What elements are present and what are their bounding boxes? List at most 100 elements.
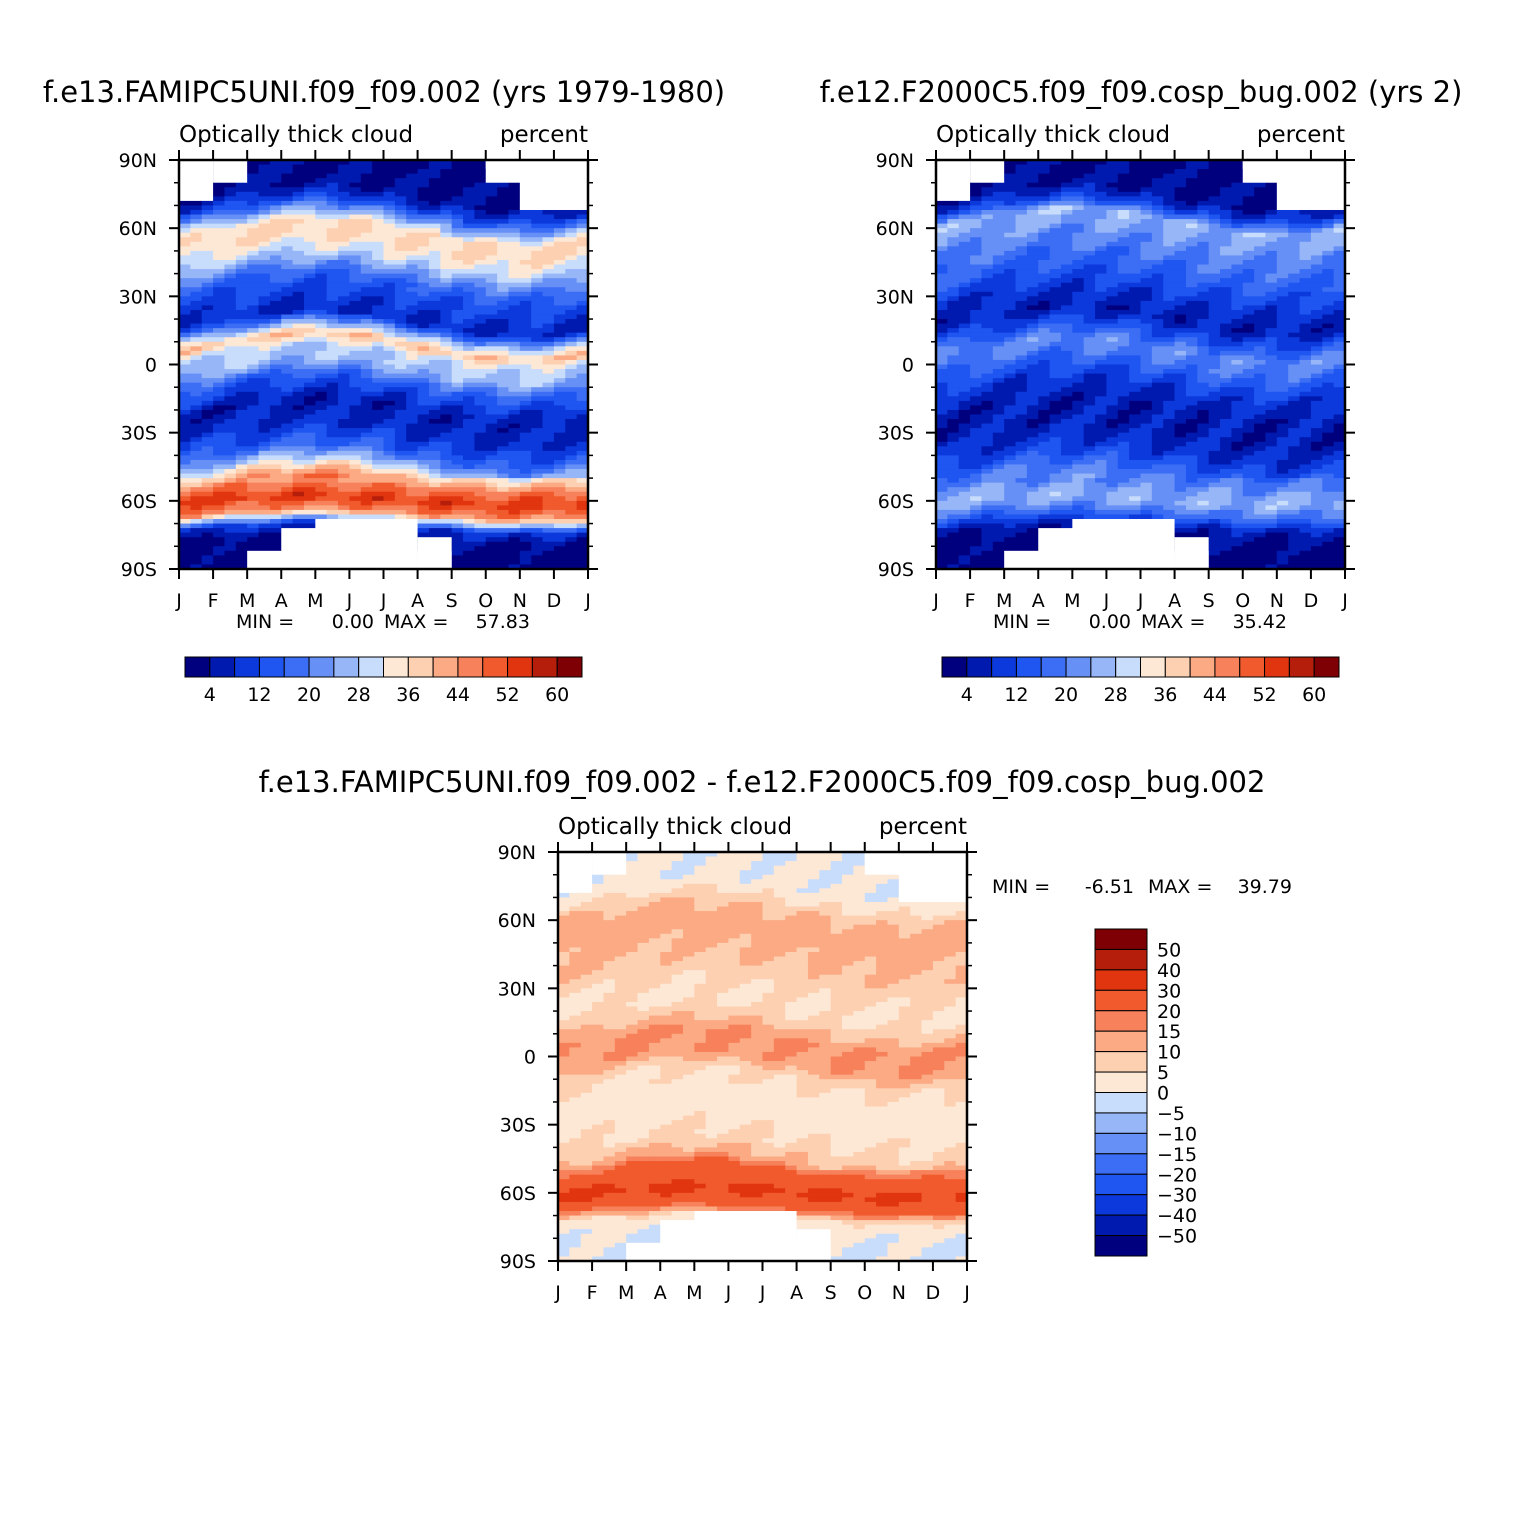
contour-cell <box>1276 296 1289 302</box>
contour-cell <box>451 164 464 170</box>
contour-cell <box>970 228 983 234</box>
contour-cell <box>292 209 305 216</box>
contour-cell <box>417 532 430 538</box>
contour-cell <box>565 232 578 238</box>
contour-cell <box>372 414 385 420</box>
contour-cell <box>315 250 328 257</box>
contour-cell <box>519 455 532 461</box>
contour-cell <box>1288 296 1301 302</box>
contour-cell <box>1265 255 1278 261</box>
contour-cell <box>179 209 191 216</box>
contour-cell <box>292 364 305 370</box>
contour-cell <box>281 446 294 452</box>
contour-cell <box>542 419 555 425</box>
contour-cell <box>565 332 578 338</box>
contour-cell <box>497 464 510 470</box>
contour-cell <box>565 432 578 438</box>
contour-cell <box>213 396 226 402</box>
contour-cell <box>258 441 271 447</box>
contour-cell <box>1106 282 1119 288</box>
contour-cell <box>292 219 305 225</box>
y-tick-label: 0 <box>145 355 157 377</box>
contour-cell <box>485 278 498 284</box>
contour-cell <box>1310 255 1323 261</box>
contour-cell <box>1106 160 1119 166</box>
contour-cell <box>1060 309 1073 316</box>
contour-cell <box>485 246 498 252</box>
contour-cell <box>190 387 203 393</box>
contour-cell <box>303 282 316 288</box>
contour-cell <box>947 341 960 347</box>
contour-cell <box>485 559 498 566</box>
contour-cell <box>576 273 588 279</box>
contour-cell <box>576 355 588 361</box>
contour-cell <box>1254 359 1267 366</box>
contour-cell <box>981 228 994 234</box>
contour-cell <box>417 269 430 275</box>
contour-cell <box>565 387 578 393</box>
contour-cell <box>463 209 475 216</box>
contour-cell <box>451 491 464 497</box>
contour-cell <box>1299 273 1312 279</box>
colorbar-label: 20 <box>297 684 321 706</box>
contour-cell <box>1322 273 1335 279</box>
contour-cell <box>1231 214 1244 220</box>
contour-cell <box>519 309 532 316</box>
contour-cell <box>372 446 385 452</box>
contour-cell <box>315 487 328 493</box>
contour-cell <box>1060 205 1073 211</box>
contour-cell <box>179 314 191 320</box>
contour-cell <box>474 291 487 297</box>
contour-cell <box>338 255 351 261</box>
contour-cell <box>417 409 430 416</box>
contour-cell <box>1333 282 1345 288</box>
contour-cell <box>440 178 453 184</box>
contour-cell <box>224 200 237 207</box>
contour-cell <box>936 200 948 207</box>
contour-cell <box>1106 173 1119 179</box>
contour-cell <box>360 255 373 261</box>
contour-cell <box>485 369 498 375</box>
contour-cell <box>1310 355 1323 361</box>
contour-cell <box>315 346 328 352</box>
contour-cell <box>258 528 271 534</box>
contour-cell <box>1208 314 1221 320</box>
contour-cell <box>497 287 510 293</box>
contour-cell <box>281 187 294 193</box>
contour-cell <box>201 255 214 261</box>
contour-cell <box>553 341 566 347</box>
contour-cell <box>372 500 385 506</box>
contour-cell <box>428 228 441 234</box>
contour-cell <box>1083 223 1096 229</box>
contour-cell <box>1185 164 1198 170</box>
contour-cell <box>576 423 588 429</box>
contour-cell <box>463 373 475 379</box>
contour-cell <box>947 319 960 325</box>
contour-cell <box>281 219 294 225</box>
contour-cell <box>326 309 339 316</box>
contour-cell <box>1049 287 1062 293</box>
contour-cell <box>970 237 983 243</box>
contour-cell <box>947 350 960 357</box>
contour-cell <box>224 337 237 343</box>
contour-cell <box>463 259 475 266</box>
contour-cell <box>258 446 271 452</box>
contour-cell <box>281 196 294 202</box>
contour-cell <box>349 446 362 452</box>
contour-cell <box>394 350 407 357</box>
contour-cell <box>394 405 407 411</box>
contour-cell <box>1117 282 1130 288</box>
contour-cell <box>394 382 407 388</box>
contour-cell <box>485 496 498 502</box>
contour-cell <box>1333 209 1345 216</box>
x-tick-label: F <box>208 590 219 612</box>
contour-cell <box>292 373 305 379</box>
contour-cell <box>958 269 971 275</box>
contour-cell <box>190 341 203 347</box>
contour-cell <box>372 378 385 384</box>
contour-cell <box>451 541 464 547</box>
contour-cell <box>213 350 226 357</box>
contour-cell <box>1117 278 1130 284</box>
contour-cell <box>1151 164 1164 170</box>
contour-cell <box>1072 205 1085 211</box>
